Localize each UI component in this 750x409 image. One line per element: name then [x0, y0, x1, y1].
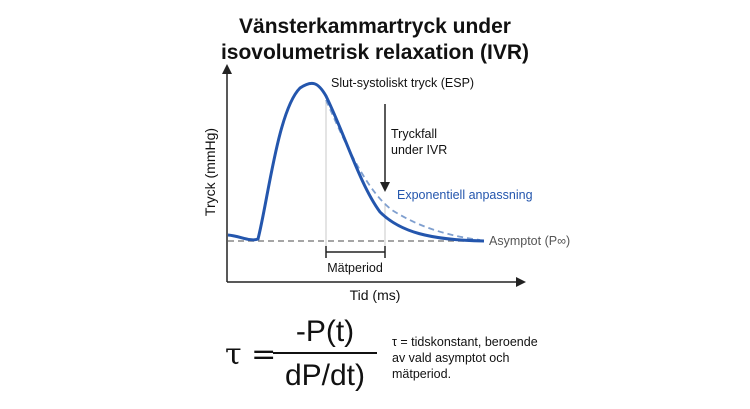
formula-note: τ = tidskonstant, beroende av vald asymp… — [392, 334, 562, 382]
note-line-2: av vald asymptot och — [392, 351, 510, 365]
pressure-drop-arrow-head-icon — [380, 182, 390, 192]
fraction-bar — [273, 352, 377, 354]
formula-numerator: -P(t) — [295, 315, 355, 348]
esp-label: Slut-systoliskt tryck (ESP) — [331, 76, 474, 90]
title-line-2: isovolumetrisk relaxation (IVR) — [220, 41, 530, 64]
asymptote-label: Asymptot (P∞) — [489, 234, 570, 248]
x-axis-label: Tid (ms) — [350, 287, 401, 303]
note-line-3: mätperiod. — [392, 367, 452, 381]
formula-denominator: dP/dt) — [284, 359, 366, 392]
drop-label-line-1: Tryckfall — [391, 127, 437, 141]
pressure-curve — [227, 81, 485, 243]
tau-formula: τ = -P(t) dP/dt) — [225, 314, 385, 394]
drop-label-line-2: under IVR — [391, 143, 447, 157]
diagram-title: Vänsterkammartryck under isovolumetrisk … — [0, 14, 750, 66]
period-label: Mätperiod — [327, 261, 383, 275]
y-axis-label: Tryck (mmHg) — [202, 128, 218, 216]
formula-fraction: -P(t) dP/dt) — [273, 314, 377, 394]
title-line-1: Vänsterkammartryck under — [239, 15, 511, 38]
formula-lhs: τ = — [225, 337, 277, 372]
exponential-fit-curve — [325, 99, 481, 241]
note-line-1: τ = tidskonstant, beroende — [392, 335, 538, 349]
y-axis-arrow-icon — [222, 64, 232, 74]
x-axis-arrow-icon — [516, 277, 526, 287]
fit-label: Exponentiell anpassning — [397, 188, 533, 202]
